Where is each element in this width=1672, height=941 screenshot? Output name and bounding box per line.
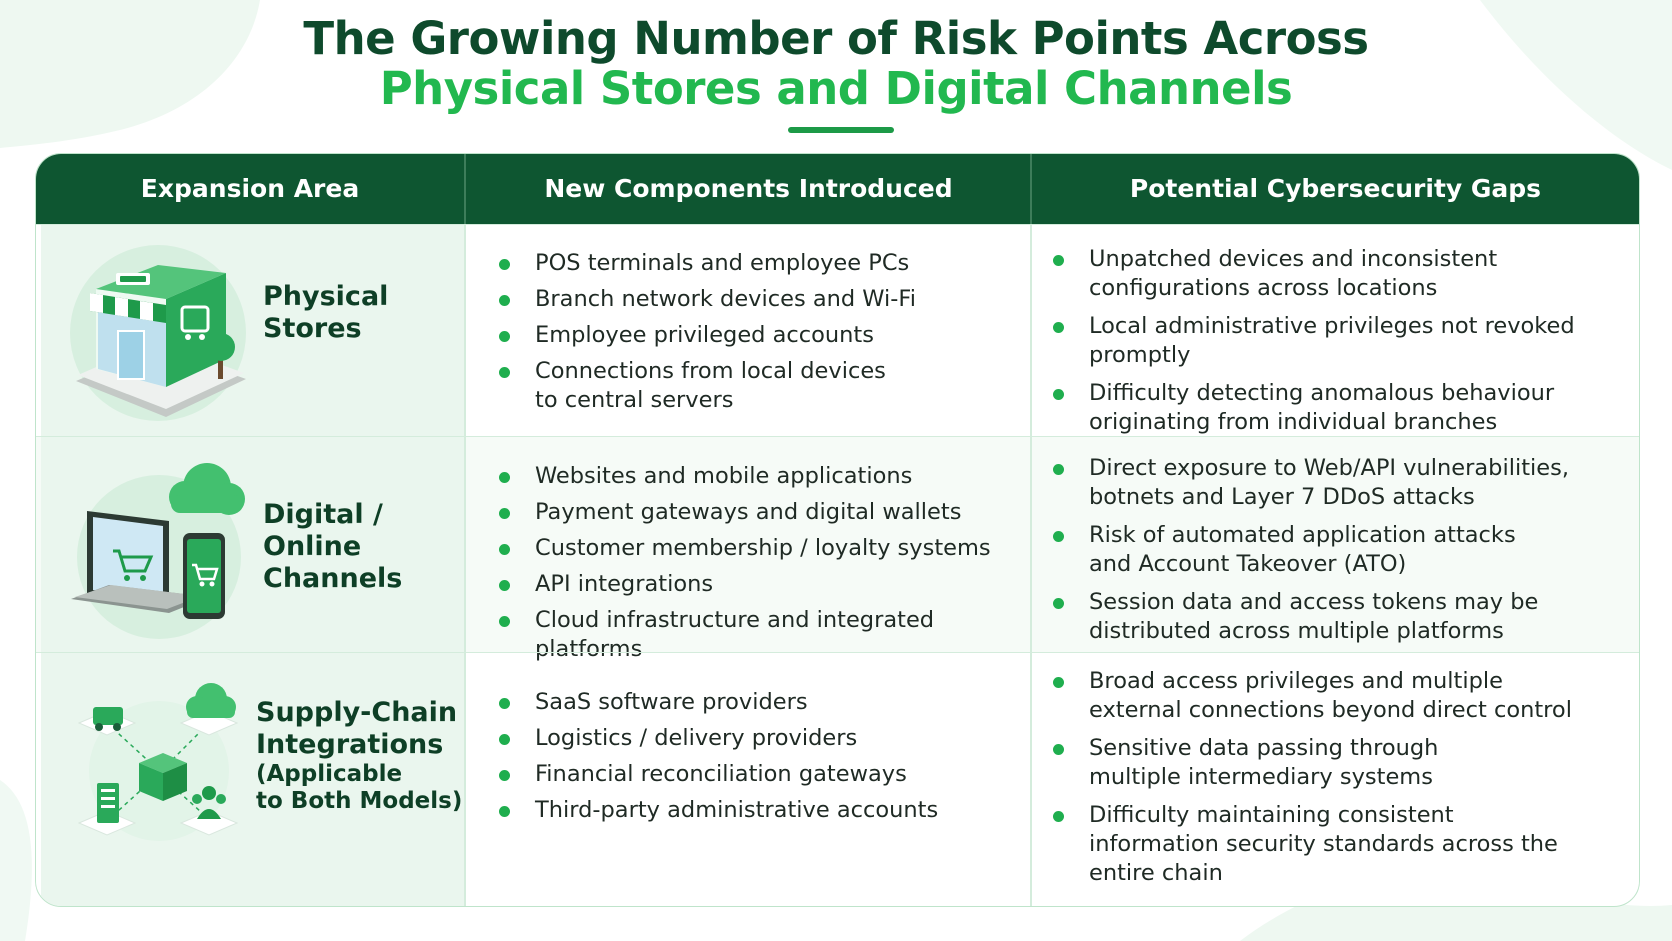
area-cell: Physical Stores — [41, 225, 464, 437]
list-item: Financial reconciliation gateways — [499, 760, 999, 789]
list-item: POS terminals and employee PCs — [499, 249, 999, 278]
list-item: Customer membership / loyalty systems — [499, 534, 1019, 563]
title: The Growing Number of Risk Points Across… — [0, 14, 1672, 114]
list-item: SaaS software providers — [499, 688, 999, 717]
area-label: Physical Stores — [263, 281, 388, 345]
area-label: Digital / Online Channels — [263, 499, 402, 595]
area-cell: Digital / Online Channels — [41, 437, 464, 653]
title-underline — [788, 127, 894, 133]
list-item: Difficulty detecting anomalous behaviour… — [1053, 379, 1609, 437]
components-cell: SaaS software providers Logistics / deli… — [465, 653, 1030, 906]
header-expansion-area: Expansion Area — [140, 174, 360, 203]
components-list: POS terminals and employee PCs Branch ne… — [499, 249, 999, 422]
list-item: Connections from local devices to centra… — [499, 357, 895, 415]
risk-table: Expansion Area New Components Introduced… — [35, 153, 1640, 907]
area-label-line: Digital / — [263, 499, 383, 530]
list-item: Direct exposure to Web/API vulnerabiliti… — [1053, 454, 1613, 512]
area-label-line: Supply-Chain — [256, 697, 458, 728]
list-item: Websites and mobile applications — [499, 462, 1019, 491]
table-header: Expansion Area New Components Introduced… — [36, 154, 1639, 224]
supply-chain-icon — [77, 683, 239, 841]
store-icon — [70, 245, 246, 421]
components-list: SaaS software providers Logistics / deli… — [499, 688, 999, 832]
area-label-sub: (Applicable — [256, 761, 403, 787]
area-label-line: Stores — [263, 313, 362, 344]
header-new-components: New Components Introduced — [544, 174, 953, 203]
list-item: Risk of automated application attacks an… — [1053, 521, 1549, 579]
table-row-supply-chain: Supply-Chain Integrations (Applicable to… — [36, 652, 1639, 906]
table-row-digital-channels: Digital / Online Channels Websites and m… — [36, 436, 1639, 662]
list-item: Unpatched devices and inconsistent confi… — [1053, 245, 1589, 303]
gaps-list: Unpatched devices and inconsistent confi… — [1053, 245, 1608, 446]
list-item: Broad access privileges and multiple ext… — [1053, 667, 1579, 725]
title-line-2: Physical Stores and Digital Channels — [379, 62, 1293, 115]
components-list: Websites and mobile applications Payment… — [499, 462, 1019, 671]
list-item: Third-party administrative accounts — [499, 796, 999, 825]
area-label: Supply-Chain Integrations (Applicable to… — [256, 697, 462, 815]
gaps-cell: Broad access privileges and multiple ext… — [1031, 653, 1639, 906]
list-item: Employee privileged accounts — [499, 321, 999, 350]
gaps-list: Broad access privileges and multiple ext… — [1053, 667, 1573, 897]
header-cybersecurity-gaps: Potential Cybersecurity Gaps — [1129, 174, 1542, 203]
area-label-line: Physical — [263, 281, 389, 312]
area-cell: Supply-Chain Integrations (Applicable to… — [41, 653, 464, 906]
area-label-line: Integrations — [256, 729, 444, 760]
table-row-physical-stores: Physical Stores POS terminals and employ… — [36, 224, 1639, 437]
area-label-line: Online — [263, 531, 362, 562]
gaps-cell: Direct exposure to Web/API vulnerabiliti… — [1031, 437, 1639, 653]
list-item: Session data and access tokens may be di… — [1053, 588, 1613, 646]
list-item: Payment gateways and digital wallets — [499, 498, 1019, 527]
gaps-list: Direct exposure to Web/API vulnerabiliti… — [1053, 454, 1613, 655]
components-cell: POS terminals and employee PCs Branch ne… — [465, 225, 1030, 437]
list-item: Cloud infrastructure and integrated plat… — [499, 606, 1019, 664]
list-item: Local administrative privileges not revo… — [1053, 312, 1608, 370]
laptop-phone-icon — [71, 463, 245, 639]
list-item: Logistics / delivery providers — [499, 724, 999, 753]
gaps-cell: Unpatched devices and inconsistent confi… — [1031, 225, 1639, 437]
list-item: Branch network devices and Wi-Fi — [499, 285, 999, 314]
area-label-line: Channels — [263, 563, 403, 594]
list-item: Sensitive data passing through multiple … — [1053, 734, 1519, 792]
list-item: API integrations — [499, 570, 1019, 599]
title-line-1: The Growing Number of Risk Points Across — [303, 12, 1369, 65]
components-cell: Websites and mobile applications Payment… — [465, 437, 1030, 662]
list-item: Difficulty maintaining consistent inform… — [1053, 801, 1579, 888]
area-label-sub: to Both Models) — [256, 788, 463, 814]
